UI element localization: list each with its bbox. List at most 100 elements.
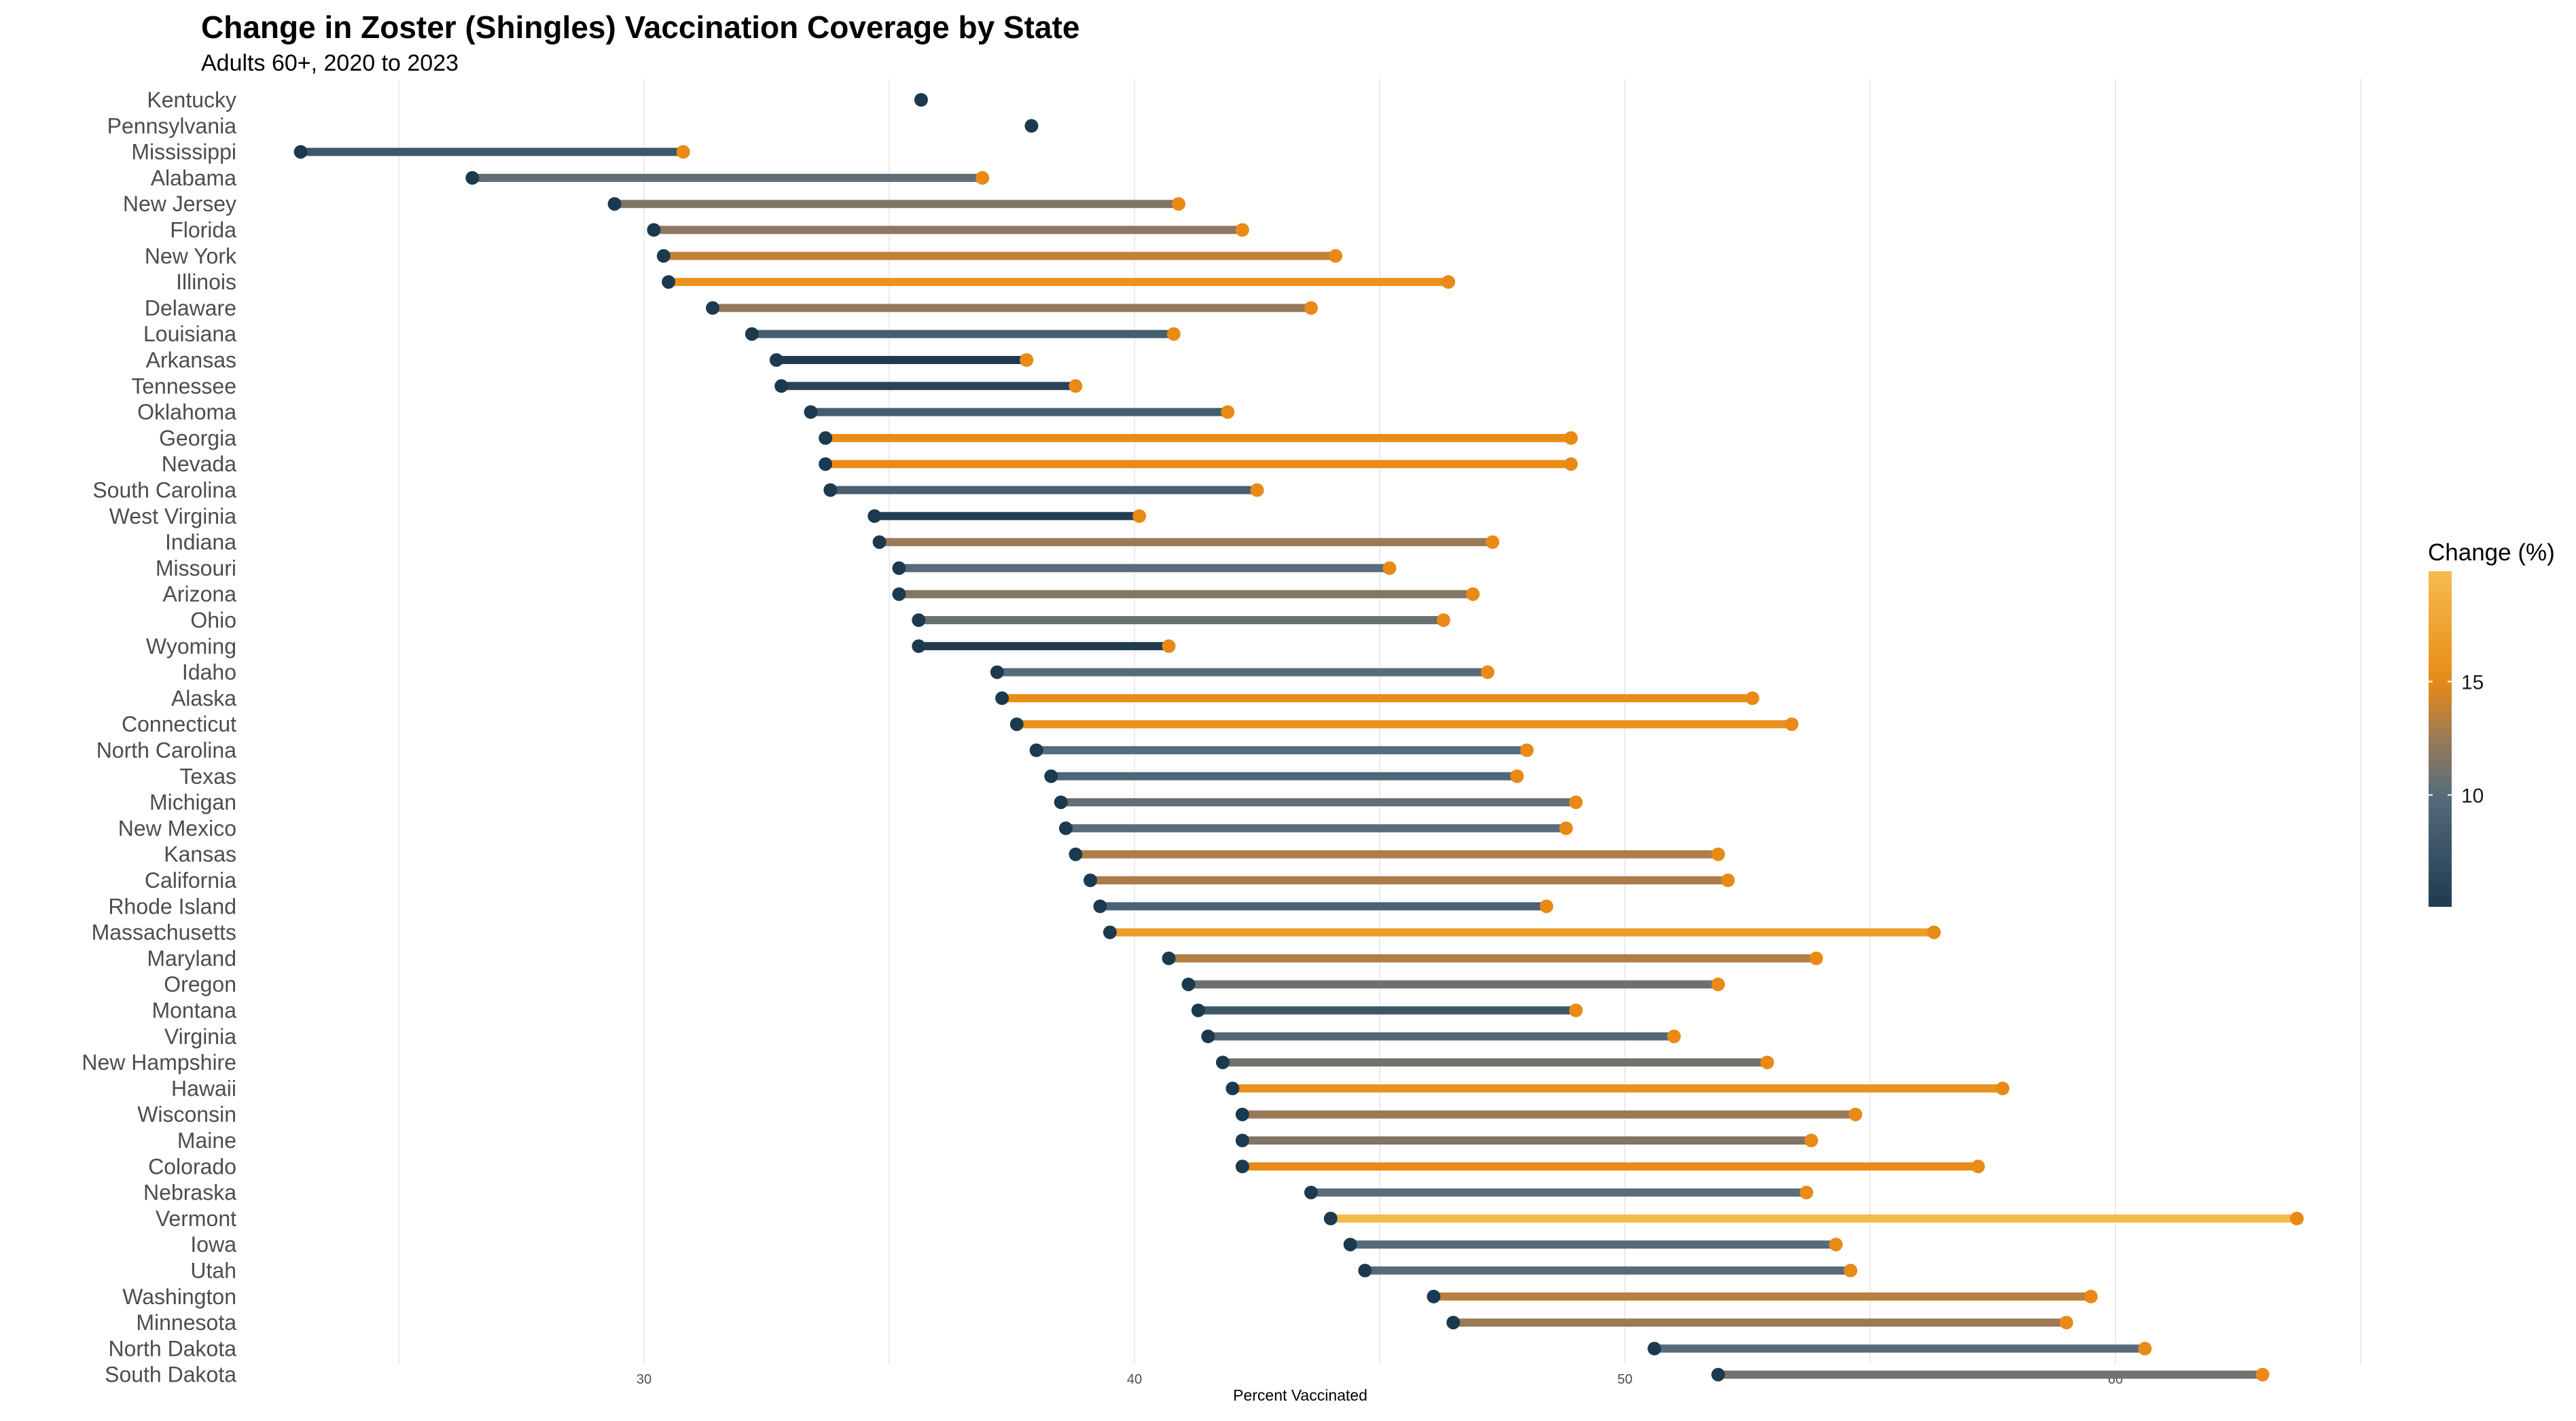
state-row: Mississippi — [131, 140, 690, 164]
end-2023-point — [1667, 1029, 1681, 1043]
state-row: Utah — [190, 1259, 1858, 1283]
x-tick-label: 50 — [1617, 1372, 1632, 1387]
state-label: Oklahoma — [137, 400, 236, 425]
start-2020-point — [912, 639, 926, 653]
end-2023-point — [1171, 197, 1185, 211]
end-2023-point — [1436, 613, 1450, 627]
state-row: New Hampshire — [82, 1050, 1774, 1075]
state-row: Maryland — [147, 946, 1823, 971]
chart-title: Change in Zoster (Shingles) Vaccination … — [201, 10, 1079, 45]
end-2023-point — [1069, 379, 1083, 393]
end-2023-point — [976, 170, 990, 185]
end-2023-point — [1559, 821, 1573, 835]
state-row: New York — [145, 244, 1343, 268]
state-row: South Carolina — [92, 478, 1264, 503]
state-label: Texas — [179, 764, 236, 789]
state-row: Michigan — [149, 790, 1583, 814]
end-2023-point — [1809, 951, 1823, 965]
state-row: Indiana — [165, 530, 1500, 554]
start-2020-point — [1054, 795, 1068, 810]
end-2023-point — [1564, 431, 1578, 445]
start-2020-point — [1446, 1316, 1461, 1330]
start-2020-point — [819, 457, 833, 471]
start-2020-point — [1201, 1029, 1215, 1043]
start-2020-point — [656, 249, 670, 263]
state-row: New Jersey — [123, 192, 1185, 216]
start-2020-point — [914, 93, 928, 107]
state-row: North Carolina — [96, 738, 1534, 763]
state-row: Nebraska — [143, 1181, 1814, 1205]
state-label: Tennessee — [131, 374, 236, 398]
state-label: Montana — [151, 999, 236, 1023]
start-2020-point — [607, 197, 622, 211]
state-label: North Dakota — [108, 1336, 236, 1361]
start-2020-point — [1029, 743, 1043, 757]
state-label: North Carolina — [96, 738, 237, 763]
state-row: Colorado — [148, 1154, 1985, 1179]
end-2023-point — [1510, 769, 1524, 783]
state-row: Missouri — [156, 556, 1397, 580]
start-2020-point — [804, 405, 818, 419]
state-row: Washington — [122, 1284, 2098, 1309]
state-row: Kentucky — [147, 88, 928, 112]
state-row: Kansas — [164, 842, 1725, 867]
dumbbell-rows: KentuckyPennsylvaniaMississippiAlabamaNe… — [82, 88, 2304, 1387]
start-2020-point — [647, 223, 661, 237]
start-2020-point — [1711, 1367, 1725, 1382]
state-label: West Virginia — [109, 504, 237, 528]
end-2023-point — [1848, 1107, 1863, 1121]
end-2023-point — [1329, 249, 1343, 263]
start-2020-point — [745, 327, 759, 341]
state-row: Iowa — [190, 1232, 1843, 1257]
state-label: Alabama — [151, 166, 237, 190]
state-row: Vermont — [156, 1206, 2304, 1231]
state-label: Vermont — [156, 1206, 236, 1231]
state-label: Iowa — [190, 1232, 236, 1257]
state-label: Maryland — [147, 946, 236, 971]
end-2023-point — [1382, 561, 1397, 575]
start-2020-point — [995, 691, 1009, 705]
chart-subtitle: Adults 60+, 2020 to 2023 — [201, 50, 459, 76]
start-2020-point — [1069, 847, 1083, 861]
start-2020-point — [1044, 769, 1058, 783]
end-2023-point — [1711, 847, 1725, 861]
end-2023-point — [2255, 1367, 2270, 1382]
state-row: Nevada — [162, 452, 1578, 476]
start-2020-point — [662, 275, 676, 289]
state-row: California — [145, 868, 1735, 893]
end-2023-point — [1760, 1056, 1774, 1070]
state-label: Alaska — [171, 686, 236, 710]
state-label: Kentucky — [147, 88, 236, 112]
start-2020-point — [1427, 1289, 1441, 1303]
state-row: Rhode Island — [108, 894, 1554, 918]
state-label: Wyoming — [146, 634, 236, 658]
state-row: Illinois — [176, 270, 1456, 294]
state-label: Pennsylvania — [107, 113, 237, 138]
state-row: Pennsylvania — [107, 113, 1039, 138]
state-row: Idaho — [182, 660, 1495, 685]
state-label: California — [145, 868, 236, 893]
state-row: Arkansas — [146, 348, 1034, 372]
end-2023-point — [1480, 665, 1495, 679]
end-2023-point — [1020, 353, 1034, 367]
start-2020-point — [912, 613, 926, 627]
state-label: Massachusetts — [92, 920, 236, 945]
start-2020-point — [892, 587, 906, 601]
start-2020-point — [1323, 1211, 1338, 1225]
x-axis-title: Percent Vaccinated — [1233, 1386, 1367, 1404]
start-2020-point — [1191, 1003, 1205, 1018]
start-2020-point — [1093, 899, 1107, 914]
start-2020-point — [1024, 119, 1039, 133]
end-2023-point — [676, 145, 690, 159]
end-2023-point — [2290, 1211, 2304, 1225]
state-row: Oklahoma — [137, 400, 1235, 425]
state-label: Ohio — [190, 608, 236, 632]
start-2020-point — [1235, 1159, 1249, 1174]
state-row: Delaware — [145, 295, 1318, 320]
state-row: Montana — [151, 999, 1583, 1023]
state-row: Virginia — [164, 1024, 1681, 1049]
end-2023-point — [1829, 1238, 1843, 1252]
state-row: Massachusetts — [92, 920, 1941, 945]
state-label: Kansas — [164, 842, 236, 867]
